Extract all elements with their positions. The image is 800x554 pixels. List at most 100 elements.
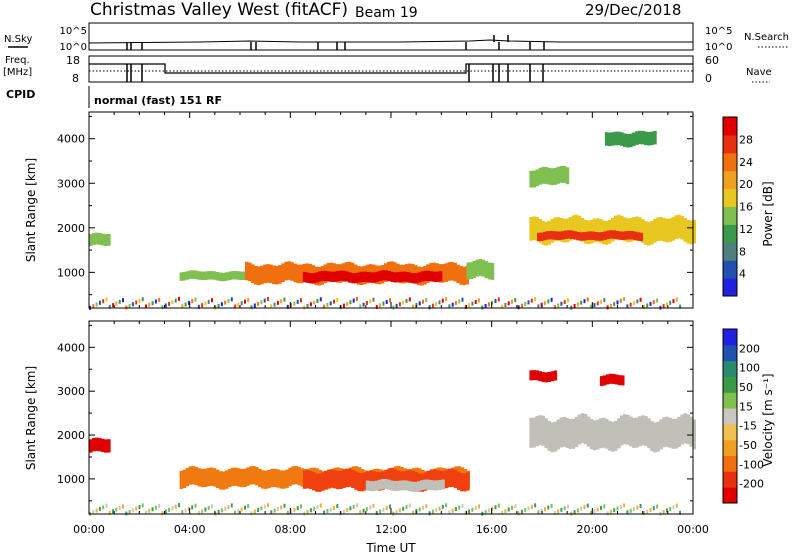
data-cell	[607, 420, 612, 451]
x-tick-label: 00:00	[677, 523, 709, 536]
ground-scatter-cell	[217, 303, 220, 308]
ground-scatter-cell	[557, 509, 560, 514]
data-cell	[550, 422, 555, 453]
ground-scatter-cell	[520, 509, 523, 514]
data-cell	[396, 272, 401, 283]
data-cell	[224, 272, 229, 281]
ground-scatter-cell	[491, 506, 494, 511]
data-cell	[614, 131, 618, 146]
data-cell	[293, 263, 297, 283]
ground-scatter-cell	[178, 296, 180, 301]
ground-scatter-cell	[629, 508, 632, 513]
data-cell	[541, 166, 546, 184]
ground-scatter-cell	[451, 302, 454, 307]
data-cell	[290, 262, 294, 281]
ground-scatter-cell	[138, 505, 141, 509]
ground-scatter-cell	[204, 301, 207, 306]
data-cell	[615, 230, 620, 240]
data-cell	[576, 231, 580, 241]
data-cell	[447, 262, 451, 281]
data-cell	[617, 418, 621, 449]
x-tick-label: 08:00	[274, 523, 306, 536]
data-cell	[647, 221, 651, 246]
data-cell	[580, 217, 585, 242]
data-cell	[469, 262, 474, 280]
ground-scatter-cell	[379, 303, 382, 308]
y-tick-label: 1000	[57, 473, 85, 486]
ground-scatter-cell	[118, 299, 121, 304]
data-cell	[279, 470, 283, 489]
colorbar-swatch	[723, 471, 737, 488]
ground-scatter-cell	[537, 510, 540, 515]
ground-scatter-cell	[141, 503, 144, 508]
data-cell	[638, 130, 642, 145]
ground-scatter-cell	[478, 504, 480, 509]
ground-scatter-cell	[441, 504, 444, 509]
ground-scatter-cell	[636, 299, 639, 304]
data-cell	[556, 166, 561, 184]
ground-scatter-cell	[464, 511, 467, 515]
power-colorbar-label: Power [dB]	[761, 181, 775, 246]
ground-scatter-cell	[576, 302, 579, 307]
colorbar-tick-label: 16	[739, 201, 753, 214]
nave-label: Nave	[746, 67, 772, 78]
freq-label-1: Freq.	[5, 55, 30, 66]
data-cell	[264, 470, 268, 489]
data-cell	[668, 218, 672, 243]
data-cell	[604, 132, 609, 146]
ground-scatter-cell	[524, 508, 527, 513]
colorbar-swatch	[723, 423, 737, 441]
data-cell	[478, 259, 483, 276]
data-cell	[246, 467, 250, 486]
data-cell	[541, 372, 546, 383]
data-cell	[595, 419, 600, 450]
data-cell	[487, 262, 492, 280]
data-cell	[230, 271, 235, 280]
data-cell	[617, 131, 621, 146]
data-cell	[435, 480, 439, 491]
ground-scatter-cell	[438, 506, 441, 511]
ground-scatter-cell	[514, 298, 517, 303]
ground-scatter-cell	[517, 511, 520, 516]
nsky-tick-bottom: 10^0	[60, 42, 87, 53]
nsky-trace	[88, 39, 693, 44]
ground-scatter-cell	[118, 506, 121, 510]
ground-scatter-cell	[323, 304, 326, 309]
ground-scatter-cell	[445, 297, 448, 301]
ground-scatter-cell	[382, 301, 385, 306]
data-cell	[390, 271, 395, 282]
ground-scatter-cell	[187, 507, 190, 511]
ground-scatter-cell	[636, 505, 639, 510]
data-cell	[405, 480, 409, 491]
data-cell	[577, 414, 582, 445]
ground-scatter-cell	[540, 302, 543, 307]
colorbar-tick-label: 15	[739, 400, 753, 413]
data-cell	[677, 416, 681, 447]
ground-scatter-cell	[560, 301, 563, 306]
data-cell	[435, 271, 440, 282]
colorbar-tick-label: 24	[739, 156, 753, 169]
ground-scatter-cell	[461, 297, 464, 302]
data-cell	[629, 218, 633, 242]
data-cell	[393, 481, 397, 491]
ground-scatter-cell	[662, 510, 665, 515]
data-cell	[556, 419, 561, 450]
data-cell	[650, 220, 654, 245]
data-cell	[420, 480, 424, 491]
ground-scatter-cell	[356, 297, 358, 301]
data-cell	[276, 469, 280, 488]
data-cell	[408, 481, 412, 492]
ground-scatter-cell	[425, 298, 428, 302]
data-cell	[350, 262, 355, 282]
ground-scatter-cell	[359, 510, 362, 515]
colorbar-swatch	[723, 170, 737, 190]
data-cell	[629, 416, 633, 447]
data-cell	[89, 234, 93, 246]
data-cell	[535, 169, 540, 187]
data-cell	[390, 468, 395, 487]
ground-scatter-cell	[468, 509, 471, 514]
data-cell	[614, 215, 618, 240]
data-cell	[612, 373, 616, 384]
ground-scatter-cell	[563, 300, 566, 305]
ground-scatter-cell	[639, 297, 642, 302]
